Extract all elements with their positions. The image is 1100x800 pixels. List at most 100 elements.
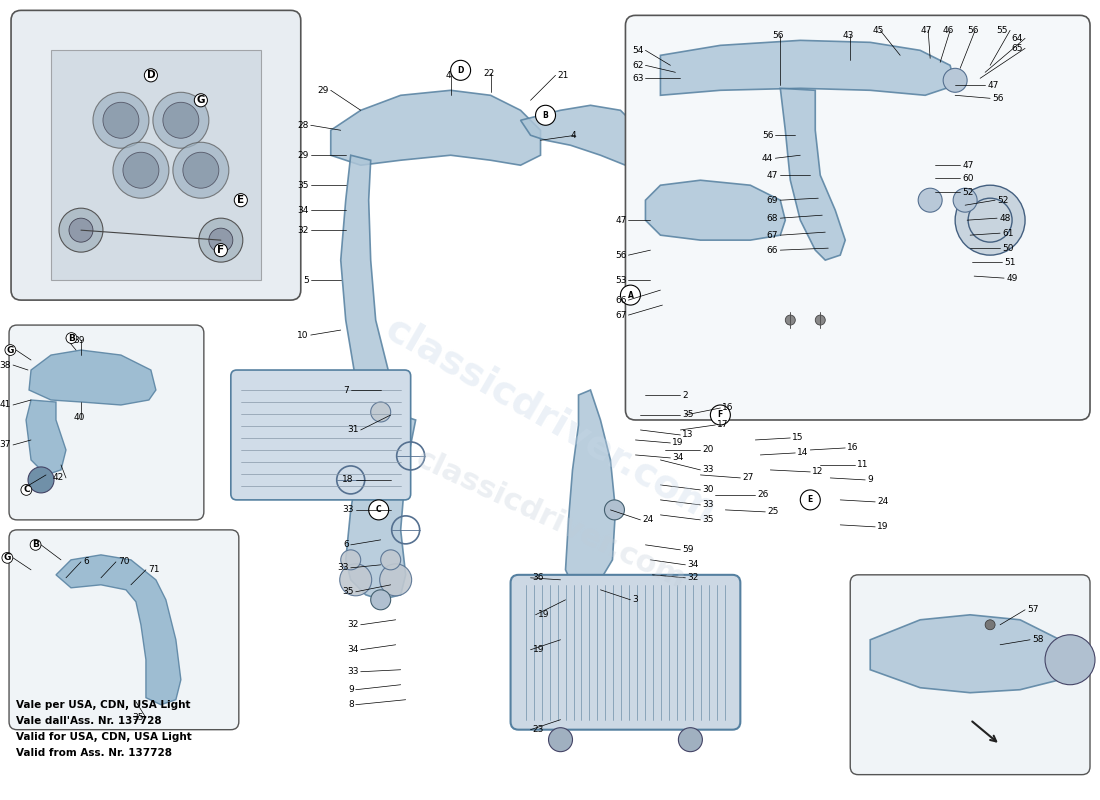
Text: 34: 34 [688,560,698,570]
Text: 32: 32 [688,574,698,582]
Circle shape [368,500,388,520]
Text: 9: 9 [348,686,354,694]
Polygon shape [520,106,650,166]
Text: 6: 6 [82,558,89,566]
Polygon shape [56,555,180,705]
Text: 27: 27 [742,474,754,482]
Text: 67: 67 [615,310,627,319]
Text: 35: 35 [297,181,309,190]
Polygon shape [29,350,156,405]
Circle shape [371,402,390,422]
Text: 47: 47 [962,161,974,170]
Text: 70: 70 [118,558,130,566]
Polygon shape [780,88,845,260]
Text: 62: 62 [632,61,644,70]
Text: D: D [146,70,155,80]
FancyBboxPatch shape [510,575,740,730]
Text: 48: 48 [999,214,1011,222]
Circle shape [94,92,148,148]
Text: A: A [627,290,634,300]
FancyBboxPatch shape [11,10,300,300]
FancyBboxPatch shape [9,325,204,520]
Text: 64: 64 [1012,34,1023,43]
Text: 34: 34 [672,454,684,462]
Text: 56: 56 [615,250,627,260]
Circle shape [1045,634,1094,685]
Circle shape [953,188,977,212]
Text: 56: 56 [762,130,773,140]
Circle shape [123,152,158,188]
Text: 13: 13 [682,430,694,439]
Text: 47: 47 [987,81,999,90]
Circle shape [113,142,169,198]
Text: Valid for USA, CDN, USA Light: Valid for USA, CDN, USA Light [16,732,191,742]
Circle shape [918,188,943,212]
Text: Vale dall'Ass. Nr. 137728: Vale dall'Ass. Nr. 137728 [16,716,162,726]
Text: 11: 11 [857,461,869,470]
Circle shape [103,102,139,138]
Text: 2: 2 [682,390,688,399]
Text: 7: 7 [343,386,349,394]
Circle shape [371,590,390,610]
Text: C: C [376,506,382,514]
Circle shape [968,198,1012,242]
Text: 56: 56 [772,31,784,40]
FancyBboxPatch shape [626,15,1090,420]
Text: 33: 33 [703,500,714,510]
Text: 50: 50 [1002,244,1013,253]
Polygon shape [646,180,785,240]
Text: 35: 35 [342,587,354,596]
Text: 29: 29 [318,86,329,94]
Text: 52: 52 [962,188,974,197]
Text: 67: 67 [767,230,779,240]
Polygon shape [331,90,540,166]
Text: 29: 29 [297,150,309,160]
Circle shape [620,285,640,305]
Text: 37: 37 [0,441,11,450]
Text: 59: 59 [682,546,694,554]
Text: 47: 47 [767,170,779,180]
Text: 46: 46 [943,26,954,35]
Text: 43: 43 [843,31,854,40]
Text: 23: 23 [532,725,543,734]
Text: 33: 33 [342,506,354,514]
Text: 4: 4 [571,130,576,140]
Text: 33: 33 [348,667,359,676]
Text: 45: 45 [872,26,884,35]
Text: 22: 22 [483,69,494,78]
FancyBboxPatch shape [231,370,410,500]
Text: 20: 20 [703,446,714,454]
Text: 16: 16 [723,403,734,413]
Circle shape [199,218,243,262]
Circle shape [183,152,219,188]
Text: 51: 51 [1004,258,1015,266]
Text: 10: 10 [297,330,309,339]
Polygon shape [345,410,416,600]
Text: 21: 21 [558,71,569,80]
Text: G: G [7,346,14,354]
Text: 19: 19 [877,522,889,531]
Circle shape [153,92,209,148]
Circle shape [801,490,821,510]
Text: 69: 69 [767,196,779,205]
Text: 9: 9 [867,475,873,485]
Text: E: E [807,495,813,505]
Text: 58: 58 [1032,635,1044,644]
Polygon shape [26,400,66,475]
Circle shape [209,228,233,252]
Text: 42: 42 [53,474,64,482]
Text: 56: 56 [967,26,979,35]
Text: E: E [238,195,244,205]
Text: 3: 3 [632,595,638,604]
Circle shape [28,467,54,493]
Text: 24: 24 [642,515,653,524]
Text: 6: 6 [343,540,349,550]
Text: 39: 39 [74,335,85,345]
Circle shape [679,728,703,752]
Text: 28: 28 [297,121,309,130]
Text: 35: 35 [132,713,144,722]
Text: 19: 19 [532,646,544,654]
Circle shape [340,564,372,596]
Circle shape [605,500,625,520]
Circle shape [549,728,572,752]
